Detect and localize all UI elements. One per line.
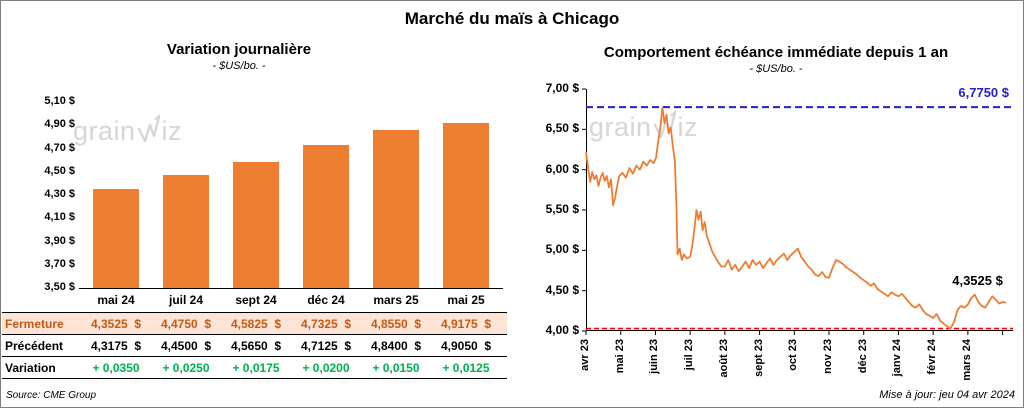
line-y-axis-label: 6,00 $ bbox=[545, 161, 579, 176]
line-x-axis-label: févr 24 bbox=[926, 339, 939, 375]
table-cell: 4,7325 $ bbox=[300, 317, 352, 331]
line-x-axis-label: juil 23 bbox=[683, 339, 696, 371]
line-x-axis-label: mai 23 bbox=[613, 339, 626, 374]
line-x-axis-label: sept 23 bbox=[752, 339, 765, 377]
table-row-label: Précédent bbox=[5, 339, 64, 353]
bar-chart-title: Variation journalière bbox=[166, 41, 312, 58]
table-line bbox=[2, 356, 507, 357]
bar bbox=[373, 130, 419, 288]
line-x-axis-label: avr 23 bbox=[579, 339, 591, 371]
table-cell: + 0,0350 bbox=[92, 361, 140, 375]
bar bbox=[93, 188, 139, 288]
line-x-axis-label: nov 23 bbox=[822, 339, 834, 374]
line-x-axis-label: déc 23 bbox=[856, 339, 869, 374]
table-line bbox=[2, 334, 507, 335]
line-chart bbox=[582, 88, 1013, 335]
table-row-label: Variation bbox=[5, 361, 56, 375]
table-cell: 4,8550 $ bbox=[370, 317, 422, 331]
table-cell: 4,4500 $ bbox=[160, 339, 212, 353]
bar-y-axis-label: 4,10 $ bbox=[44, 211, 75, 224]
bar-y-axis-label: 4,90 $ bbox=[44, 118, 75, 131]
bar-category-label: mars 25 bbox=[373, 293, 419, 307]
page-title: Marché du maïs à Chicago bbox=[404, 9, 620, 28]
table-cell: 4,9050 $ bbox=[440, 339, 492, 353]
table-cell: 4,9175 $ bbox=[440, 317, 492, 331]
table-cell: + 0,0200 bbox=[302, 361, 350, 375]
line-y-axis-label: 5,00 $ bbox=[545, 242, 579, 257]
source-note: Source: CME Group bbox=[6, 390, 97, 401]
line-y-axis-label: 4,00 $ bbox=[545, 323, 579, 337]
line-y-axis-label: 6,50 $ bbox=[545, 121, 579, 136]
table-cell: 4,3175 $ bbox=[90, 339, 142, 353]
table-cell: 4,7125 $ bbox=[300, 339, 352, 353]
bar bbox=[163, 174, 209, 288]
bar bbox=[443, 123, 489, 288]
bar-y-axis-label: 3,70 $ bbox=[44, 257, 75, 270]
line-x-axis-label: janv 24 bbox=[891, 339, 904, 377]
year-high-value-label: 6,7750 $ bbox=[958, 85, 1009, 100]
line-chart-subtitle: - $US/bo. - bbox=[749, 63, 803, 75]
line-x-axis-label: juin 23 bbox=[648, 339, 661, 374]
bar-category-label: déc 24 bbox=[307, 293, 345, 307]
bar-y-axis-label: 4,70 $ bbox=[44, 141, 75, 154]
table-cell: 4,5650 $ bbox=[230, 339, 282, 353]
bar-category-label: juil 24 bbox=[168, 293, 203, 307]
table-row-label: Fermeture bbox=[5, 317, 64, 331]
price-line bbox=[585, 106, 1007, 330]
fermeture-row-highlight bbox=[2, 313, 507, 334]
bar-x-axis bbox=[79, 288, 503, 289]
table-cell: + 0,0250 bbox=[162, 361, 210, 375]
table-cell: 4,3525 $ bbox=[90, 317, 142, 331]
watermark-text-prefix: grain bbox=[589, 112, 652, 142]
watermark-text-prefix: grain bbox=[73, 116, 136, 146]
bar-y-axis-label: 4,50 $ bbox=[44, 164, 75, 177]
table-cell: 4,4750 $ bbox=[160, 317, 212, 331]
bar-y-axis-label: 5,10 $ bbox=[44, 95, 75, 107]
watermark-zigzag-icon bbox=[137, 114, 160, 143]
table-cell: + 0,0150 bbox=[372, 361, 420, 375]
table-line bbox=[2, 312, 507, 313]
table-cell: 4,5825 $ bbox=[230, 317, 282, 331]
table-line bbox=[2, 378, 507, 379]
table-cell: + 0,0175 bbox=[232, 361, 280, 375]
bar bbox=[303, 144, 349, 288]
line-y-axis-label: 4,50 $ bbox=[545, 282, 579, 297]
bar-chart-subtitle: - $US/bo. - bbox=[212, 60, 266, 72]
table-cell: + 0,0125 bbox=[442, 361, 490, 375]
bar bbox=[233, 162, 279, 288]
line-x-axis-label: oct 23 bbox=[787, 339, 800, 371]
line-y-axis-label: 7,00 $ bbox=[545, 81, 579, 95]
line-y-axis-label: 5,50 $ bbox=[545, 202, 579, 216]
bar-y-axis-label: 3,50 $ bbox=[44, 281, 75, 293]
grainwiz-watermark: grain iz bbox=[73, 113, 182, 145]
watermark-text-suffix: iz bbox=[161, 116, 183, 146]
bar-y-axis-label: 4,30 $ bbox=[44, 188, 75, 200]
updated-note: Mise à jour: jeu 04 avr 2024 bbox=[879, 389, 1015, 401]
line-x-axis-label: mars 24 bbox=[960, 339, 973, 381]
table-cell: 4,8400 $ bbox=[370, 339, 422, 353]
bar-category-label: mai 24 bbox=[97, 293, 135, 307]
bar-category-label: sept 24 bbox=[235, 293, 277, 307]
watermark-text-suffix: iz bbox=[677, 112, 699, 142]
line-x-axis-label: août 23 bbox=[717, 339, 730, 378]
last-price-label: 4,3525 $ bbox=[952, 272, 1003, 288]
bar-y-axis-label: 3,90 $ bbox=[44, 234, 75, 247]
bar-category-label: mai 25 bbox=[447, 293, 485, 307]
line-chart-title: Comportement échéance immédiate depuis 1… bbox=[603, 44, 949, 61]
